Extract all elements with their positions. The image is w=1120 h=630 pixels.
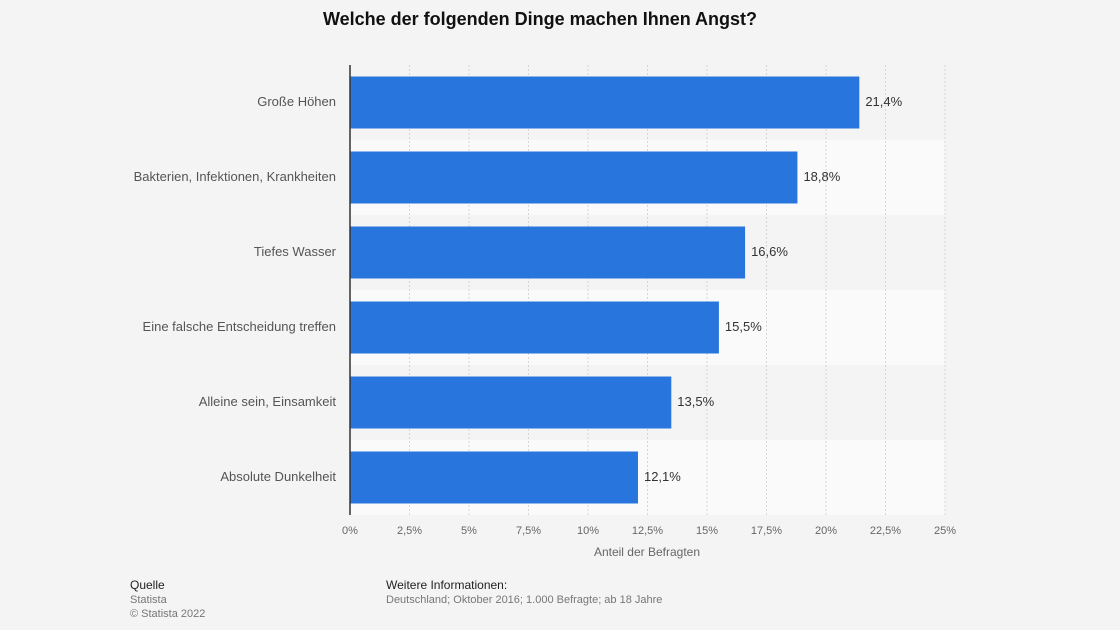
bar <box>350 301 719 354</box>
bar <box>350 76 860 129</box>
source: Statista <box>130 594 168 606</box>
value-label: 15,5% <box>725 319 762 334</box>
x-tick-label: 2,5% <box>397 525 422 537</box>
y-tick-label: Absolute Dunkelheit <box>220 469 336 484</box>
x-axis-title: Anteil der Befragten <box>594 545 700 559</box>
x-tick-label: 20% <box>815 525 837 537</box>
y-tick-label: Bakterien, Infektionen, Krankheiten <box>134 169 336 184</box>
bar <box>350 376 672 429</box>
chart-title: Welche der folgenden Dinge machen Ihnen … <box>323 9 757 29</box>
x-tick-label: 17,5% <box>751 525 782 537</box>
y-tick-label: Eine falsche Entscheidung treffen <box>143 319 336 334</box>
x-tick-label: 5% <box>461 525 477 537</box>
bar <box>350 451 638 504</box>
x-tick-label: 15% <box>696 525 718 537</box>
y-tick-label: Große Höhen <box>257 94 336 109</box>
bar <box>350 151 798 204</box>
bar <box>350 226 746 279</box>
x-tick-label: 7,5% <box>516 525 541 537</box>
value-label: 21,4% <box>865 94 902 109</box>
value-label: 18,8% <box>803 169 840 184</box>
x-tick-label: 0% <box>342 525 358 537</box>
info: Deutschland; Oktober 2016; 1.000 Befragt… <box>386 594 662 606</box>
value-label: 12,1% <box>644 469 681 484</box>
copyright: © Statista 2022 <box>130 608 205 620</box>
y-tick-label: Tiefes Wasser <box>254 244 337 259</box>
source-title: Quelle <box>130 578 165 592</box>
y-tick-label: Alleine sein, Einsamkeit <box>199 394 337 409</box>
value-label: 16,6% <box>751 244 788 259</box>
value-label: 13,5% <box>677 394 714 409</box>
x-tick-label: 22,5% <box>870 525 901 537</box>
x-tick-label: 12,5% <box>632 525 663 537</box>
x-tick-label: 10% <box>577 525 599 537</box>
info-title: Weitere Informationen: <box>386 578 507 592</box>
x-tick-label: 25% <box>934 525 956 537</box>
